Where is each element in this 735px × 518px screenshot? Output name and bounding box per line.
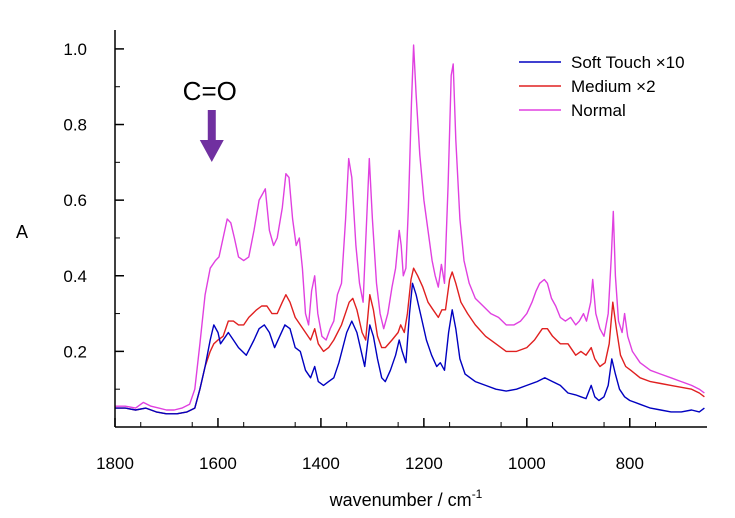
y-tick-label: 0.4 — [63, 267, 87, 286]
series-line — [115, 44, 705, 411]
y-ticks: 0.2 0.4 0.6 0.8 1.0 — [63, 40, 124, 390]
x-axis-label-superscript: -1 — [472, 487, 483, 501]
annotation-label: C=O — [183, 76, 237, 106]
x-tick-label: 1200 — [405, 454, 443, 473]
x-tick-label: 1600 — [199, 454, 237, 473]
y-tick-label: 0.2 — [63, 342, 87, 361]
x-tick-label: 1000 — [508, 454, 546, 473]
carbonyl-annotation: C=O — [183, 76, 237, 162]
y-tick-label: 0.8 — [63, 116, 87, 135]
x-tick-label: 800 — [616, 454, 644, 473]
legend-label: Soft Touch ×10 — [571, 53, 685, 72]
x-tick-label: 1400 — [302, 454, 340, 473]
x-axis-label: wavenumber / cm-1 — [329, 487, 483, 510]
x-tick-label: 1800 — [96, 454, 134, 473]
series-line — [115, 267, 705, 415]
y-axis-label: A — [16, 222, 28, 242]
y-tick-label: 1.0 — [63, 40, 87, 59]
axes: 1800 1600 1400 1200 1000 800 0.2 0.4 0.6 0.8 1.0 — [63, 30, 707, 473]
series-line — [115, 282, 705, 415]
legend: Soft Touch ×10 Medium ×2 Normal — [519, 53, 685, 120]
legend-label: Normal — [571, 101, 626, 120]
series-lines — [115, 44, 705, 415]
y-tick-label: 0.6 — [63, 191, 87, 210]
legend-label: Medium ×2 — [571, 77, 656, 96]
x-axis-label-text: wavenumber / cm — [329, 490, 472, 510]
down-arrow-icon — [199, 110, 224, 162]
x-ticks: 1800 1600 1400 1200 1000 800 — [96, 418, 657, 473]
